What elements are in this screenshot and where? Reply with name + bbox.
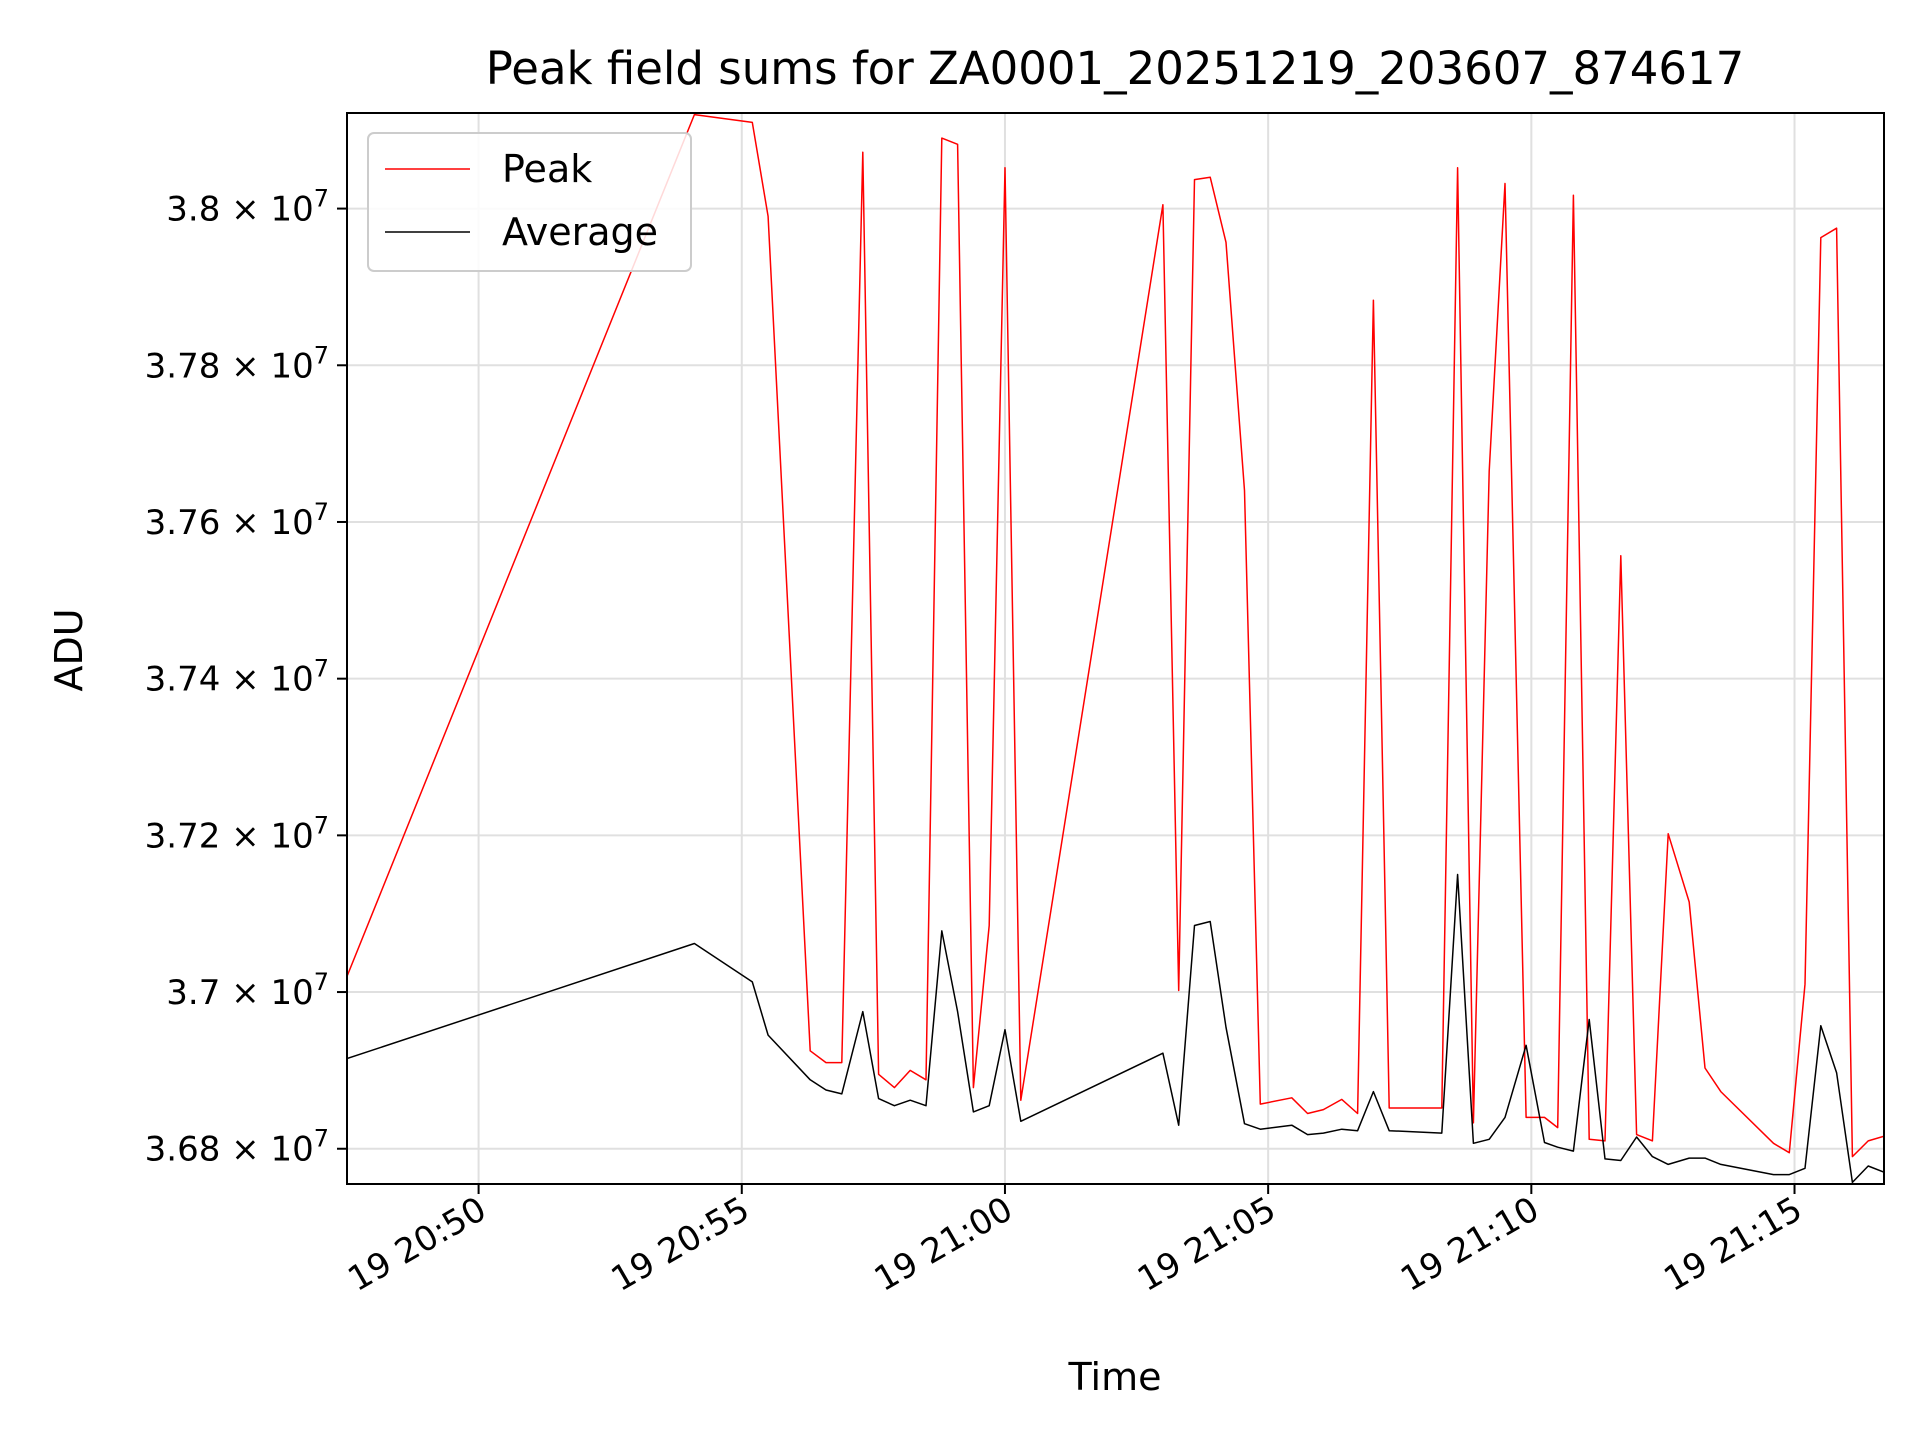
y-axis-ticks: 3.68 × 107 3.7 × 107 3.72 × 107 3.74 × 107 3… bbox=[145, 185, 347, 1170]
plot-area-frame bbox=[346, 112, 1885, 1185]
legend-peak-label: Peak bbox=[502, 147, 592, 191]
y-tick-label: 3.76 × 107 bbox=[145, 498, 329, 543]
y-axis-label: ADU bbox=[47, 608, 91, 691]
series-line-peak bbox=[347, 113, 1884, 1158]
y-tick-label: 3.78 × 107 bbox=[145, 341, 329, 386]
legend: Peak Average bbox=[367, 132, 692, 272]
y-tick-label: 3.8 × 107 bbox=[166, 185, 329, 230]
y-tick-label: 3.74 × 107 bbox=[145, 655, 329, 700]
chart-title: Peak field sums for ZA0001_20251219_2036… bbox=[486, 42, 1745, 95]
y-tick-label: 3.7 × 107 bbox=[166, 968, 329, 1013]
gridlines bbox=[347, 113, 1884, 1184]
series-layer bbox=[347, 113, 1884, 1184]
y-tick-label: 3.72 × 107 bbox=[145, 811, 329, 856]
series-line-average bbox=[347, 873, 1884, 1184]
y-tick-label: 3.68 × 107 bbox=[145, 1125, 329, 1170]
legend-average-label: Average bbox=[502, 210, 658, 254]
legend-box bbox=[367, 132, 692, 272]
x-axis-label: Time bbox=[1068, 1355, 1162, 1399]
